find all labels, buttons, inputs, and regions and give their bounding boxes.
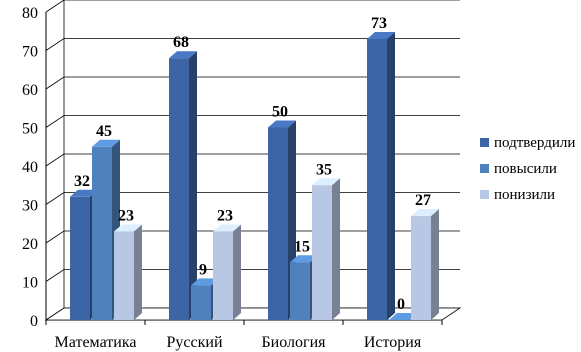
bar bbox=[191, 285, 211, 320]
bar-side bbox=[233, 224, 241, 320]
bar bbox=[290, 262, 310, 320]
data-label: 23 bbox=[217, 207, 233, 224]
x-tick-label: Математика bbox=[55, 334, 137, 351]
bar-side bbox=[332, 178, 340, 320]
y-tick-label: 0 bbox=[30, 313, 38, 330]
y-tick-label: 40 bbox=[22, 159, 38, 176]
legend-swatch bbox=[480, 190, 489, 199]
bar-top bbox=[389, 313, 417, 320]
legend-swatch bbox=[480, 164, 489, 173]
bar-top bbox=[169, 51, 197, 59]
data-label: 35 bbox=[316, 161, 332, 178]
bar-top bbox=[92, 139, 120, 147]
bar-top bbox=[411, 209, 439, 217]
y-tick-label: 60 bbox=[22, 82, 38, 99]
x-tick-label: История bbox=[364, 334, 422, 351]
data-labels: 32 45 23 68 9 23 50 15 35 73 0 27 bbox=[74, 15, 431, 313]
y-tick-label: 50 bbox=[22, 121, 38, 138]
y-tick-label: 80 bbox=[22, 5, 38, 22]
bar bbox=[312, 185, 332, 320]
bar-top bbox=[213, 224, 241, 232]
legend-label: повысили bbox=[494, 161, 557, 177]
legend-label: понизили bbox=[494, 187, 555, 203]
y-tick-label: 30 bbox=[22, 198, 38, 215]
legend-swatch bbox=[480, 138, 489, 147]
bar bbox=[114, 231, 134, 320]
bar-top bbox=[312, 178, 340, 186]
axes: 0 10 20 30 40 50 60 70 80 Математика Русский Биолог… bbox=[22, 0, 462, 351]
bar bbox=[268, 127, 288, 320]
bar bbox=[70, 196, 90, 320]
gridline bbox=[45, 0, 460, 13]
gridline bbox=[45, 38, 460, 51]
bar-side bbox=[387, 31, 395, 320]
y-tick-label: 10 bbox=[22, 275, 38, 292]
bar-top bbox=[290, 255, 318, 263]
legend: подтвердили повысили понизили bbox=[480, 135, 575, 203]
bars bbox=[70, 31, 439, 320]
bar-side bbox=[189, 51, 197, 320]
data-label: 15 bbox=[294, 238, 310, 255]
y-tick-label: 20 bbox=[22, 236, 38, 253]
y-tick-label: 70 bbox=[22, 44, 38, 61]
bar-side bbox=[431, 209, 439, 320]
bar-top bbox=[268, 120, 296, 128]
bar bbox=[213, 231, 233, 320]
bar bbox=[92, 146, 112, 320]
data-label: 73 bbox=[371, 15, 387, 32]
bar bbox=[411, 216, 431, 320]
bar-top bbox=[70, 189, 98, 197]
legend-label: подтвердили bbox=[494, 135, 575, 151]
data-label: 68 bbox=[173, 34, 189, 51]
data-label: 23 bbox=[118, 207, 134, 224]
bar-side bbox=[134, 224, 142, 320]
data-label: 9 bbox=[199, 261, 207, 278]
gridline bbox=[45, 76, 460, 90]
x-tick-label: Биология bbox=[261, 334, 326, 351]
data-label: 27 bbox=[415, 192, 431, 209]
bar-top bbox=[367, 31, 395, 39]
bar bbox=[367, 38, 387, 320]
x-tick-label: Русский bbox=[167, 334, 223, 351]
bar-top bbox=[114, 224, 142, 232]
data-label: 50 bbox=[272, 104, 288, 121]
data-label: 32 bbox=[74, 173, 90, 190]
data-label: 0 bbox=[397, 296, 405, 313]
data-label: 45 bbox=[96, 123, 112, 140]
bar bbox=[169, 58, 189, 320]
bar-top bbox=[191, 278, 219, 286]
